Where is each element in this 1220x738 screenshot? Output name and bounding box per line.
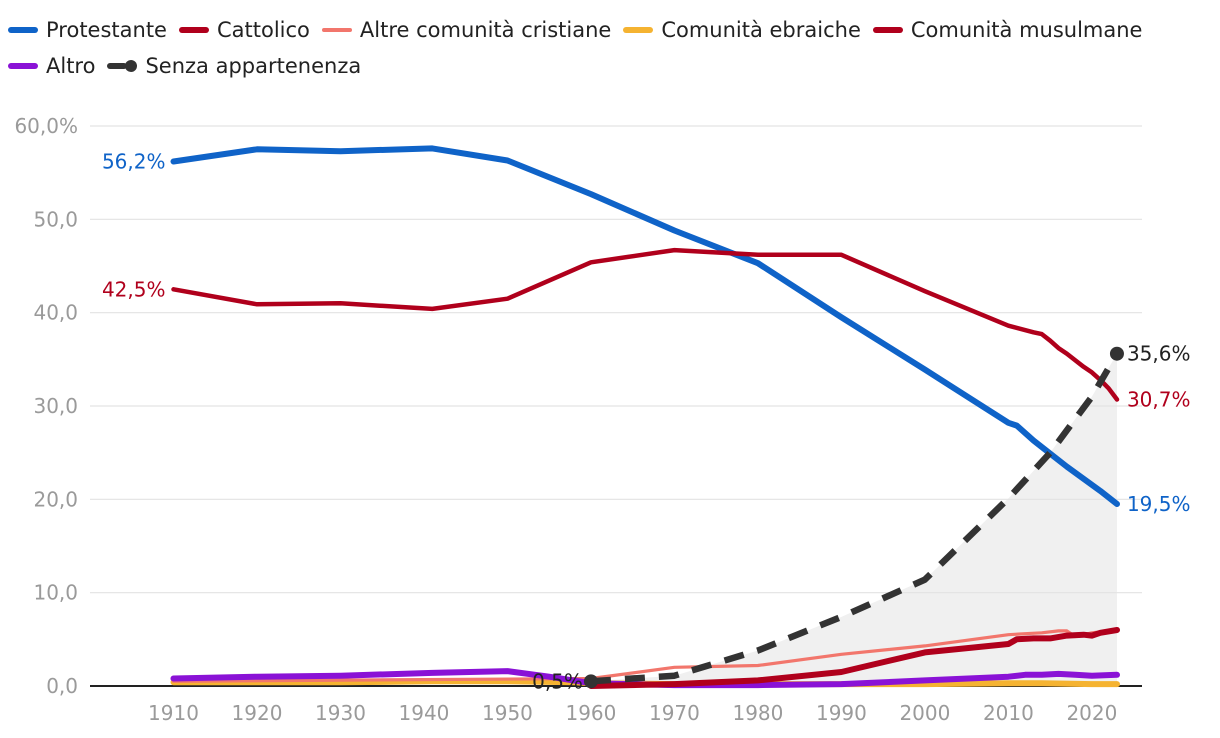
series-line-protestante bbox=[170, 145, 1120, 507]
legend-swatch bbox=[178, 27, 209, 33]
x-tick-label: 1910 bbox=[148, 701, 199, 725]
legend-swatch bbox=[872, 27, 903, 33]
series-end-marker bbox=[583, 674, 598, 689]
series-layer bbox=[170, 145, 1124, 689]
data-label: 35,6% bbox=[1127, 342, 1191, 366]
legend-item-altre-comunita-cristiane: Altre comunità cristiane bbox=[321, 18, 612, 42]
legend-label: Cattolico bbox=[216, 18, 310, 42]
legend-item-protestante: Protestante bbox=[8, 18, 167, 42]
shaded-area bbox=[590, 353, 1117, 686]
legend-swatch bbox=[321, 28, 352, 32]
y-tick-label: 60,0% bbox=[14, 114, 78, 138]
legend-row: Altro Senza appartenenza bbox=[8, 48, 1208, 84]
legend-swatch bbox=[623, 27, 654, 33]
data-label: 30,7% bbox=[1127, 387, 1191, 411]
legend-label: Altro bbox=[46, 54, 96, 78]
legend-item-comunita-musulmane: Comunità musulmane bbox=[872, 18, 1143, 42]
grid-layer bbox=[90, 125, 1142, 594]
axis-layer: 0,0 10,0 20,0 30,0 40,0 50,0 60,0% 1910 1920 1930… bbox=[14, 114, 1142, 725]
legend-row: Protestante Cattolico Altre comunità crist… bbox=[8, 12, 1208, 48]
data-label: 0,5% bbox=[532, 669, 583, 693]
series-line-senza-appartenenza bbox=[590, 352, 1120, 685]
series-end-marker bbox=[1109, 346, 1124, 361]
x-tick-label: 1960 bbox=[565, 701, 616, 725]
x-tick-label: 1970 bbox=[649, 701, 700, 725]
x-tick-label: 1990 bbox=[816, 701, 867, 725]
legend-label: Senza appartenenza bbox=[145, 54, 362, 78]
x-tick-label: 1950 bbox=[482, 701, 533, 725]
y-tick-label: 30,0 bbox=[33, 394, 78, 418]
x-tick-label: 2010 bbox=[983, 701, 1034, 725]
y-tick-label: 0,0 bbox=[46, 674, 78, 698]
y-tick-label: 50,0 bbox=[33, 207, 78, 231]
series-line-cattolico bbox=[171, 247, 1120, 402]
x-tick-label: 2000 bbox=[899, 701, 950, 725]
legend-item-senza-appartenenza: Senza appartenenza bbox=[107, 54, 361, 78]
x-tick-label: 1940 bbox=[399, 701, 450, 725]
data-label: 19,5% bbox=[1127, 492, 1191, 516]
x-tick-label: 1920 bbox=[232, 701, 283, 725]
legend-swatch bbox=[8, 27, 38, 33]
data-label: 42,5% bbox=[102, 277, 166, 301]
annotation-layer: 56,2% 42,5% 0,5% 35,6% 30,7% 19,5% bbox=[102, 149, 1191, 693]
y-tick-label: 10,0 bbox=[33, 581, 78, 605]
x-tick-label: 2020 bbox=[1066, 701, 1117, 725]
legend-label: Comunità ebraiche bbox=[661, 18, 861, 42]
x-tick-label: 1930 bbox=[315, 701, 366, 725]
data-label: 56,2% bbox=[102, 149, 166, 173]
series-line-comunita-musulmane bbox=[588, 627, 1120, 689]
shaded-area-layer bbox=[590, 353, 1117, 686]
y-tick-label: 40,0 bbox=[33, 301, 78, 325]
legend-swatch bbox=[107, 60, 138, 72]
y-tick-label: 20,0 bbox=[33, 487, 78, 511]
legend-item-comunita-ebraiche: Comunità ebraiche bbox=[623, 18, 861, 42]
legend-label: Protestante bbox=[46, 18, 167, 42]
legend-label: Altre comunità cristiane bbox=[359, 18, 612, 42]
legend-item-cattolico: Cattolico bbox=[178, 18, 310, 42]
legend-label: Comunità musulmane bbox=[910, 18, 1143, 42]
x-tick-label: 1980 bbox=[732, 701, 783, 725]
legend: Protestante Cattolico Altre comunità crist… bbox=[8, 12, 1208, 84]
legend-swatch bbox=[8, 63, 38, 69]
series-line-altro bbox=[170, 668, 1120, 689]
legend-item-altro: Altro bbox=[8, 54, 95, 78]
